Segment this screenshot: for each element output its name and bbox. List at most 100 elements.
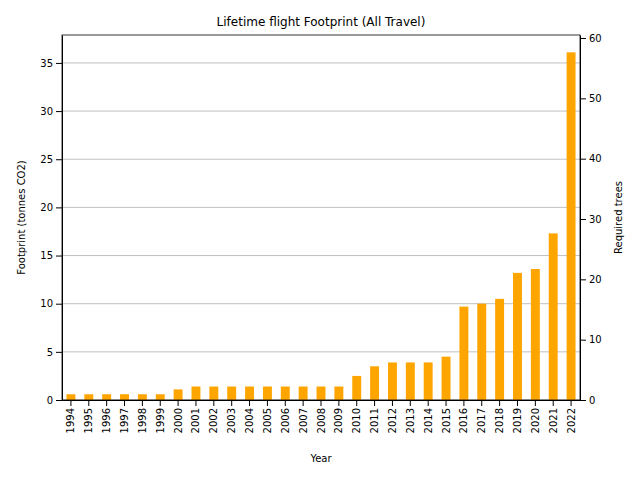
x-tick-mark [481, 400, 482, 406]
grid-line [62, 159, 580, 160]
x-tick-mark [249, 400, 250, 406]
x-tick-label: 2015 [441, 408, 452, 433]
x-tick-mark [428, 400, 429, 406]
y2-tick: 30 [580, 214, 602, 225]
x-tick-label: 1998 [137, 408, 148, 433]
y2-tick-label: 60 [589, 33, 602, 44]
x-tick: 1998 [137, 400, 148, 433]
y2-axis-line [580, 36, 581, 401]
plot-area: 1994199519961997199819992000200120022003… [40, 33, 601, 434]
bar [317, 387, 326, 400]
x-tick-label: 2021 [548, 408, 559, 433]
x-tick-mark [160, 400, 161, 406]
x-tick-label: 2001 [190, 408, 201, 433]
bars [66, 52, 575, 400]
x-tick-label: 2011 [369, 408, 380, 433]
bar [263, 387, 272, 400]
x-tick-mark [285, 400, 286, 406]
bar [388, 362, 397, 400]
bar [406, 362, 415, 400]
y2-tick-label: 30 [589, 214, 602, 225]
x-tick: 2022 [566, 400, 577, 433]
x-tick-label: 1996 [101, 408, 112, 433]
x-tick-mark [553, 400, 554, 406]
x-tick: 2016 [458, 400, 469, 433]
bar [156, 394, 165, 400]
bar [549, 233, 558, 400]
x-tick-label: 2005 [262, 408, 273, 433]
x-tick: 2010 [351, 400, 362, 433]
x-tick: 2019 [512, 400, 523, 433]
x-tick-label: 2007 [298, 408, 309, 433]
y2-tick-label: 10 [589, 334, 602, 345]
y-axis-title: Footprint (tonnes CO2) [16, 160, 27, 275]
x-tick: 1999 [155, 400, 166, 433]
x-axis: 1994199519961997199819992000200120022003… [63, 400, 581, 433]
bar [192, 387, 201, 400]
x-tick: 2003 [226, 400, 237, 433]
y2-tick-label: 50 [589, 93, 602, 104]
x-tick-mark [499, 400, 500, 406]
bar [281, 387, 290, 400]
x-tick-mark [410, 400, 411, 406]
y2-tick: 50 [580, 93, 602, 104]
y2-axis: 0102030405060 [580, 33, 602, 406]
bar [209, 387, 218, 400]
y-tick-mark [56, 400, 62, 401]
x-tick: 2000 [173, 400, 184, 433]
bar [370, 366, 379, 400]
x-tick-label: 2014 [423, 408, 434, 433]
y-tick: 15 [40, 250, 62, 261]
bar [459, 307, 468, 400]
x-tick-mark [463, 400, 464, 406]
x-tick-mark [267, 400, 268, 406]
x-tick: 2020 [530, 400, 541, 433]
y-tick-mark [56, 304, 62, 305]
x-tick-label: 1999 [155, 408, 166, 433]
bar [102, 394, 111, 400]
x-tick-label: 2008 [316, 408, 327, 433]
x-tick: 1997 [119, 400, 130, 433]
y-tick-label: 15 [40, 250, 53, 261]
y-tick: 20 [40, 202, 62, 213]
x-tick-mark [338, 400, 339, 406]
bar [477, 304, 486, 400]
grid-line [62, 62, 580, 63]
x-tick: 1994 [65, 400, 76, 433]
bar [513, 273, 522, 400]
bar [567, 52, 576, 400]
x-tick-mark [70, 400, 71, 406]
x-tick-mark [303, 400, 304, 406]
y-tick: 30 [40, 106, 62, 117]
x-tick-label: 2010 [351, 408, 362, 433]
x-tick-mark [446, 400, 447, 406]
x-tick-label: 2020 [530, 408, 541, 433]
x-tick-mark [178, 400, 179, 406]
x-tick-mark [213, 400, 214, 406]
x-tick-mark [374, 400, 375, 406]
y2-tick-mark [580, 400, 586, 401]
bar [120, 394, 129, 400]
x-tick-label: 1995 [83, 408, 94, 433]
x-tick-label: 2009 [333, 408, 344, 433]
y-tick-label: 25 [40, 154, 53, 165]
x-tick: 1995 [83, 400, 94, 433]
x-tick: 2014 [423, 400, 434, 433]
y-tick-mark [56, 159, 62, 160]
y-axis: 05101520253035 [40, 36, 62, 406]
bar [66, 394, 75, 400]
title: Lifetime flight Footprint (All Travel) [217, 15, 426, 29]
y-tick-mark [56, 207, 62, 208]
x-tick-mark [321, 400, 322, 406]
y2-tick-label: 0 [589, 395, 595, 406]
x-tick-label: 2019 [512, 408, 523, 433]
bar [442, 357, 451, 400]
y-tick-label: 20 [40, 202, 53, 213]
bar [334, 387, 343, 400]
x-tick: 2021 [548, 400, 559, 433]
y-tick: 0 [47, 395, 62, 406]
y2-tick-mark [580, 340, 586, 341]
x-tick-label: 2006 [280, 408, 291, 433]
x-tick-label: 2017 [476, 408, 487, 433]
x-tick: 1996 [101, 400, 112, 433]
